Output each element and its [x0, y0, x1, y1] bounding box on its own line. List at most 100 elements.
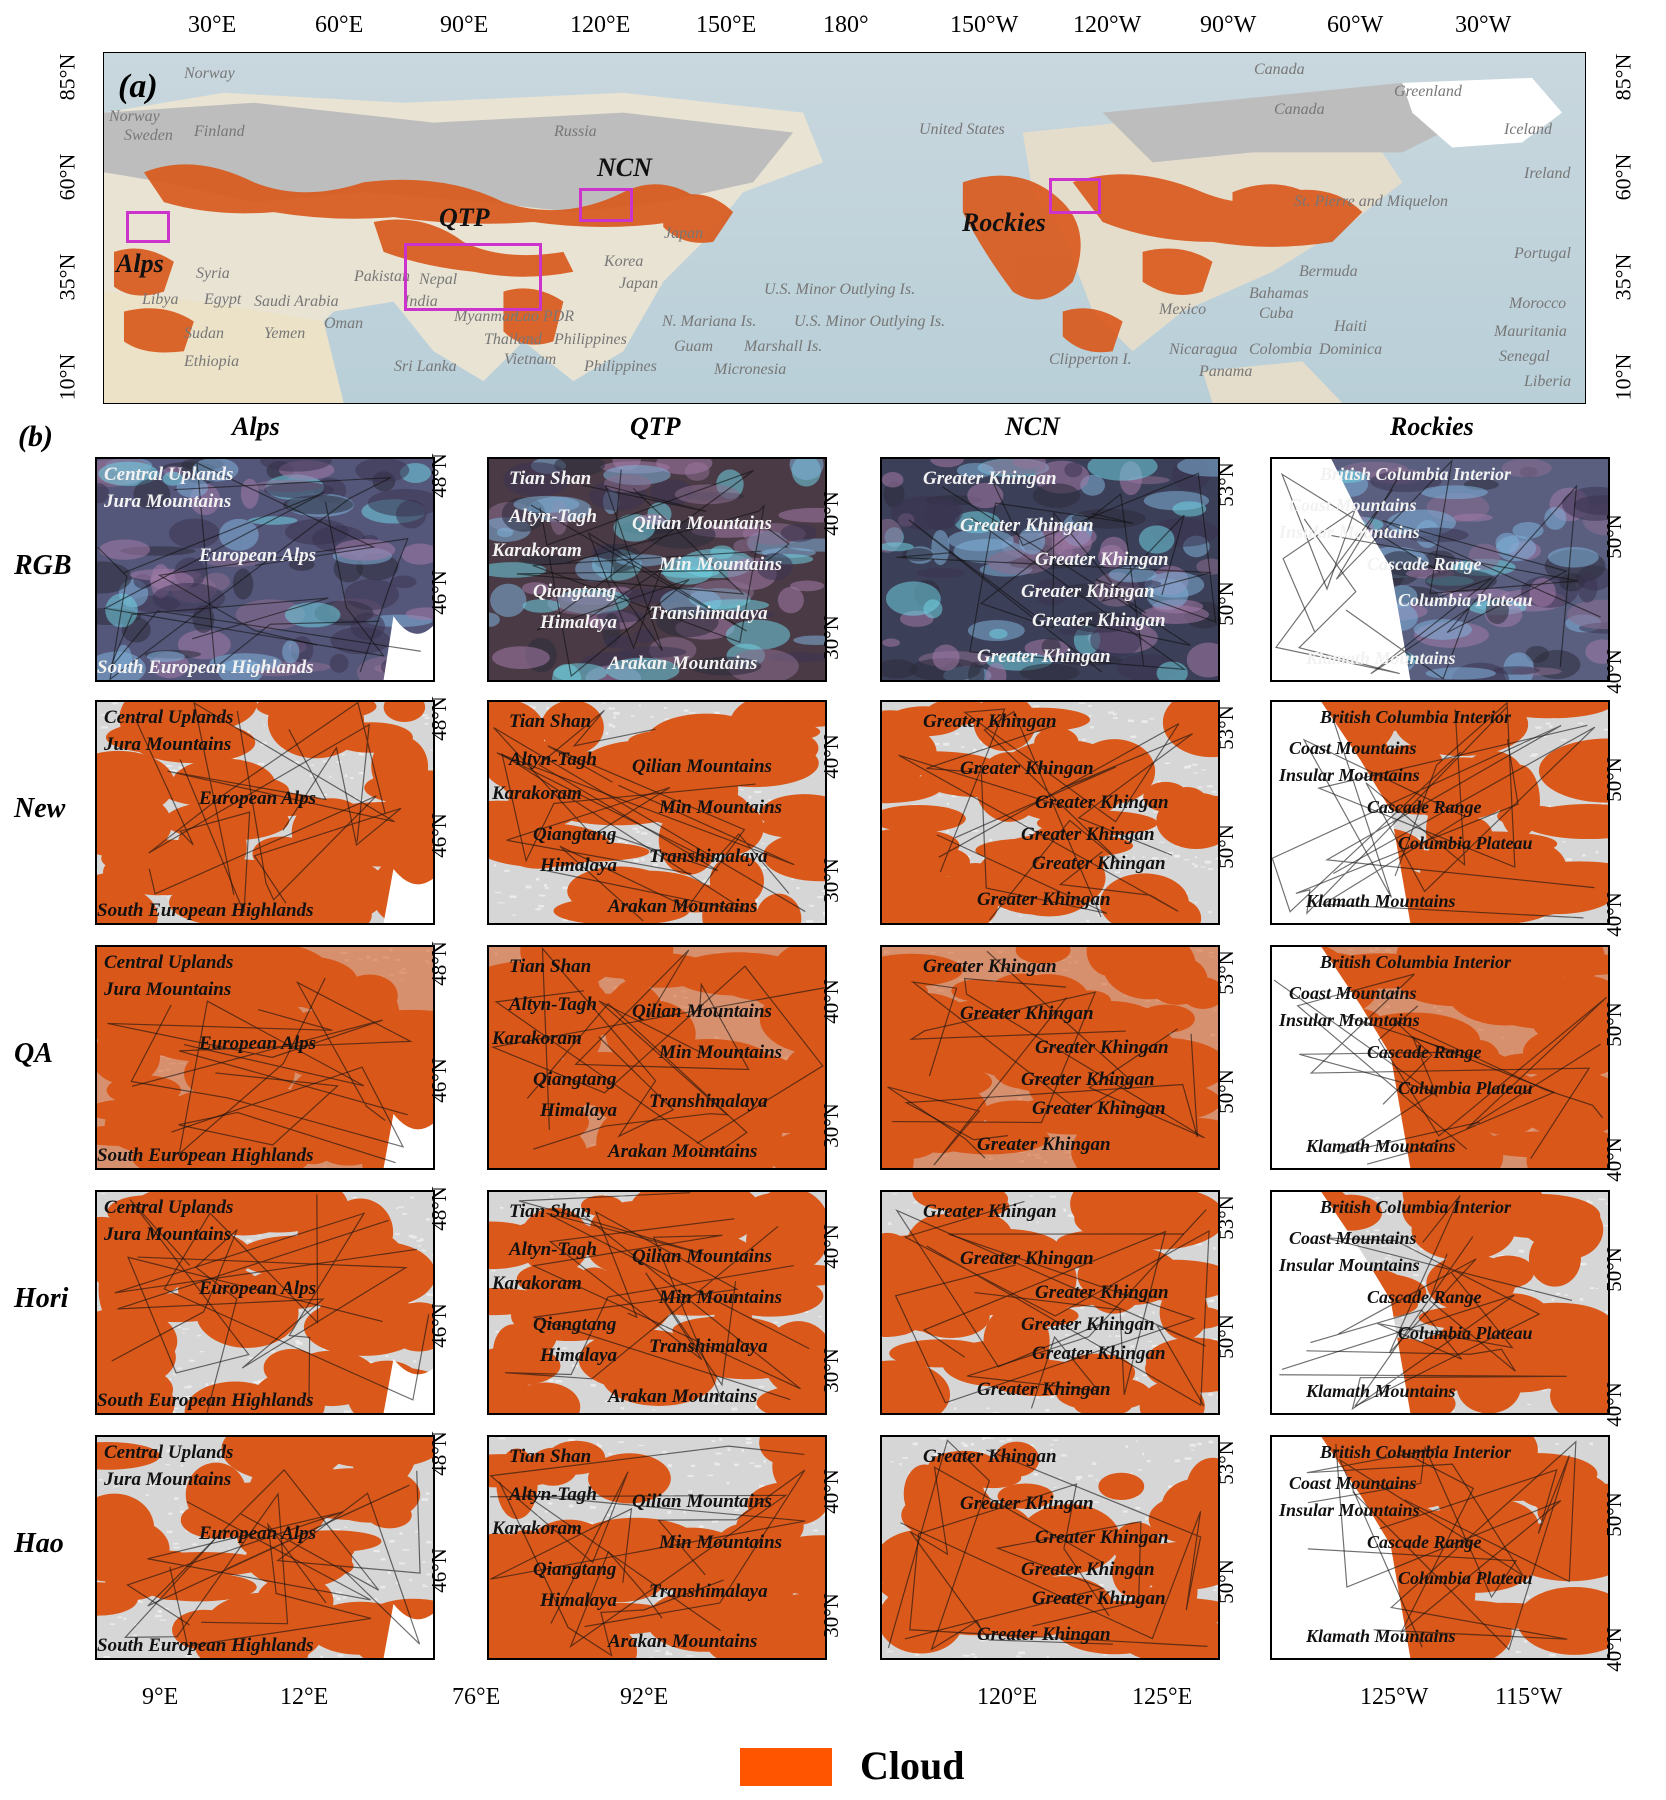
lat-tick-left: 85°N [54, 53, 80, 101]
map-place-label: Clipperton I. [1049, 351, 1132, 368]
place-label: Qiangtang [533, 1314, 617, 1335]
panel-alps-new: Central Uplands Jura Mountains European Al… [95, 700, 435, 925]
place-label: Greater Khingan [923, 1446, 1057, 1467]
place-label: Columbia Plateau [1398, 1078, 1533, 1098]
top-lon-tick: 180° [823, 12, 869, 38]
place-label: Coast Mountains [1289, 495, 1417, 515]
panel-ncn-rgb: Greater Khingan Greater Khingan Greater Kh… [880, 457, 1220, 682]
panel-lat-tick: 50°N [1213, 1069, 1238, 1115]
place-label: Greater Khingan [977, 889, 1111, 910]
legend-swatch [740, 1748, 832, 1786]
place-label: Columbia Plateau [1398, 1323, 1533, 1343]
map-place-label: Sri Lanka [394, 358, 457, 375]
panel-lat-tick: 50°N [1601, 1001, 1626, 1047]
place-label: Jura Mountains [104, 979, 232, 1000]
place-label: Coast Mountains [1289, 983, 1417, 1003]
place-label: Min Mountains [659, 554, 783, 575]
panel-lat-tick: 46°N [426, 1058, 451, 1103]
place-label: Qiangtang [533, 824, 617, 845]
map-place-label: Iceland [1504, 121, 1552, 138]
place-label: Greater Khingan [1032, 610, 1166, 631]
panel-image [1272, 1437, 1608, 1658]
place-label: Transhimalaya [649, 1336, 768, 1357]
place-label: Tian Shan [509, 956, 592, 977]
place-label: Himalaya [540, 1345, 618, 1366]
top-lon-tick: 60°E [315, 12, 364, 38]
row-header-qa: QA [14, 1037, 53, 1069]
map-place-label: Philippines [554, 331, 627, 348]
place-label: Arakan Mountains [608, 1386, 758, 1407]
place-label: Qilian Mountains [632, 1246, 772, 1267]
panel-ncn-hao: Greater Khingan Greater Khingan Greater Kh… [880, 1435, 1220, 1660]
panel-lat-tick: 40°N [1601, 1136, 1626, 1182]
map-place-label: Micronesia [714, 361, 787, 378]
map-place-label: Mexico [1159, 301, 1207, 318]
panel-image [882, 459, 1218, 680]
place-label: Arakan Mountains [608, 653, 758, 674]
place-label: Coast Mountains [1289, 738, 1417, 758]
place-label: Qilian Mountains [632, 1001, 772, 1022]
panel-lat-tick: 48°N [426, 1431, 451, 1476]
lat-tick-right: 60°N [1610, 153, 1636, 201]
panel-lat-tick: 40°N [818, 979, 843, 1025]
place-label: Karakoram [492, 783, 582, 804]
map-place-label: Colombia [1249, 341, 1313, 358]
map-place-label: Sudan [184, 325, 224, 342]
rockies-region-label: Rockies [962, 208, 1046, 237]
map-place-label: Mauritania [1494, 323, 1567, 340]
panel-image [97, 459, 433, 680]
map-place-label: St. Pierre and Miquelon [1294, 193, 1449, 210]
panel-lat-tick: 40°N [1601, 1626, 1626, 1672]
map-place-label: Saudi Arabia [254, 293, 339, 310]
panel-lat-tick: 48°N [426, 696, 451, 741]
place-label: Greater Khingan [1021, 1559, 1155, 1580]
panel-lat-tick: 30°N [818, 1103, 843, 1148]
panel-image [882, 1437, 1218, 1658]
panel-alps-qa: Central Uplands Jura Mountains European Al… [95, 945, 435, 1170]
map-place-label: Japan [619, 275, 659, 292]
place-label: Cascade Range [1367, 1532, 1482, 1552]
place-label: South European Highlands [97, 1145, 314, 1166]
place-label: Altyn-Tagh [509, 1239, 597, 1260]
panel-lon-tick: 125°E [1132, 1684, 1193, 1710]
qtp-region-label: QTP [439, 203, 490, 232]
map-place-label: Norway [184, 65, 235, 82]
map-place-label: Panama [1199, 363, 1253, 380]
place-label: Min Mountains [659, 1532, 783, 1553]
row-header-new: New [14, 792, 66, 824]
map-place-label: Guam [674, 338, 714, 355]
panel-lat-tick: 40°N [818, 734, 843, 780]
column-header-qtp: QTP [630, 412, 681, 441]
place-label: Himalaya [540, 612, 618, 633]
panel-lat-tick: 46°N [426, 570, 451, 615]
panel-rockies-new: British Columbia Interior Coast Mountains… [1270, 700, 1610, 925]
place-label: Insular Mountains [1279, 1500, 1420, 1520]
place-label: Columbia Plateau [1398, 590, 1533, 610]
qtp-region-box [404, 243, 542, 311]
map-place-label: Cuba [1259, 305, 1294, 322]
panel-lat-tick: 50°N [1601, 1491, 1626, 1537]
map-place-label: Yemen [264, 325, 306, 342]
place-label: Himalaya [540, 1590, 618, 1611]
panel-qtp-new: Tian Shan Altyn-Tagh Qilian Mountains Karak… [487, 700, 827, 925]
ncn-region-box [579, 188, 633, 222]
panel-qtp-hao: Tian Shan Altyn-Tagh Qilian Mountains Karak… [487, 1435, 827, 1660]
place-label: Altyn-Tagh [509, 749, 597, 770]
place-label: Transhimalaya [649, 846, 768, 867]
lat-tick-left: 60°N [54, 153, 80, 201]
place-label: Karakoram [492, 540, 582, 561]
panel-lat-tick: 40°N [1601, 891, 1626, 937]
map-place-label: Japan [664, 225, 704, 242]
map-place-label: Bahamas [1249, 285, 1309, 302]
map-place-label: Sweden [124, 127, 173, 144]
map-place-label: Ireland [1524, 165, 1571, 182]
panel-lat-tick: 50°N [1601, 756, 1626, 802]
top-lon-tick: 150°E [696, 12, 757, 38]
map-place-label: Libya [142, 291, 179, 308]
place-label: Greater Khingan [1032, 1098, 1166, 1119]
place-label: Greater Khingan [1021, 581, 1155, 602]
panel-image [97, 1437, 433, 1658]
place-label: Karakoram [492, 1273, 582, 1294]
map-place-label: Philippines [584, 358, 657, 375]
panel-lon-tick: 9°E [142, 1684, 179, 1710]
